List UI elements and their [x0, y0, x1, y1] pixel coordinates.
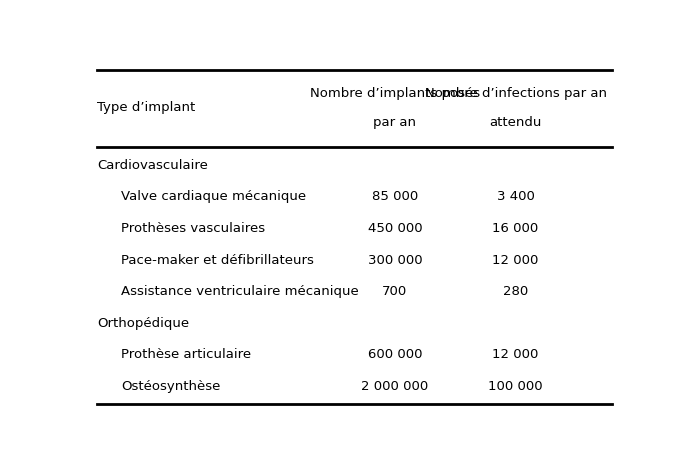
Text: Ostéosynthèse: Ostéosynthèse	[121, 380, 221, 393]
Text: 600 000: 600 000	[367, 348, 422, 361]
Text: 16 000: 16 000	[493, 222, 538, 235]
Text: 2 000 000: 2 000 000	[361, 380, 428, 393]
Text: Nombre d’implants posés: Nombre d’implants posés	[310, 87, 480, 100]
Text: Assistance ventriculaire mécanique: Assistance ventriculaire mécanique	[121, 285, 359, 298]
Text: 450 000: 450 000	[367, 222, 422, 235]
Text: 700: 700	[382, 285, 408, 298]
Text: Prothèses vasculaires: Prothèses vasculaires	[121, 222, 266, 235]
Text: 280: 280	[503, 285, 528, 298]
Text: 85 000: 85 000	[372, 191, 418, 204]
Text: par an: par an	[374, 116, 417, 129]
Text: 300 000: 300 000	[367, 254, 422, 267]
Text: Pace-maker et défibrillateurs: Pace-maker et défibrillateurs	[121, 254, 314, 267]
Text: 100 000: 100 000	[489, 380, 543, 393]
Text: Prothèse articulaire: Prothèse articulaire	[121, 348, 251, 361]
Text: Cardiovasculaire: Cardiovasculaire	[97, 159, 208, 172]
Text: Orthopédique: Orthopédique	[97, 317, 190, 330]
Text: Valve cardiaque mécanique: Valve cardiaque mécanique	[121, 191, 307, 204]
Text: 3 400: 3 400	[497, 191, 534, 204]
Text: 12 000: 12 000	[492, 254, 539, 267]
Text: 12 000: 12 000	[492, 348, 539, 361]
Text: attendu: attendu	[489, 116, 542, 129]
Text: Type d’implant: Type d’implant	[97, 102, 195, 115]
Text: Nombre d’infections par an: Nombre d’infections par an	[424, 87, 607, 100]
